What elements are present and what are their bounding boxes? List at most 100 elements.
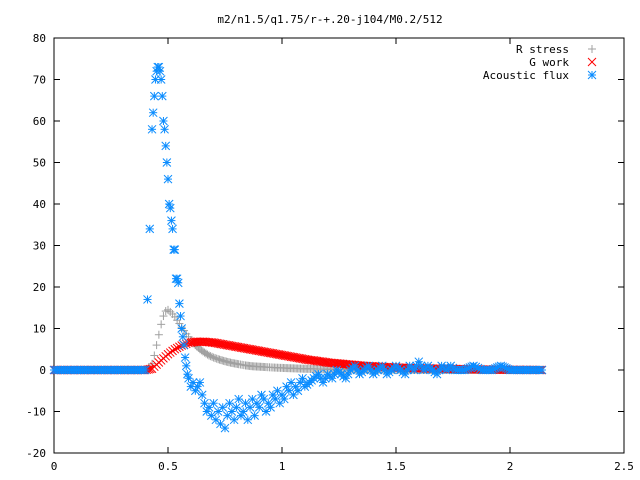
data-point — [168, 224, 177, 234]
y-tick-label: 50 — [33, 157, 46, 170]
data-point — [194, 337, 203, 347]
data-point — [147, 124, 157, 134]
data-point — [161, 307, 170, 316]
x-tick: 2 — [507, 38, 514, 473]
data-point — [181, 361, 191, 371]
data-point — [179, 340, 189, 350]
data-point — [152, 341, 161, 350]
data-point — [154, 330, 163, 339]
data-point — [225, 398, 234, 408]
data-point — [222, 411, 232, 421]
data-point — [143, 295, 152, 304]
data-point — [314, 369, 323, 379]
data-point — [157, 320, 166, 329]
y-tick: 80 — [33, 32, 624, 45]
data-point — [167, 216, 176, 225]
legend-label: G work — [529, 56, 569, 69]
y-axis: -20 -10 0 10 20 30 40 50 60 70 80 — [26, 32, 624, 460]
y-tick-label: 70 — [33, 74, 46, 87]
data-point — [279, 394, 289, 404]
plot-frame — [53, 37, 625, 454]
x-tick: 2.5 — [614, 38, 634, 473]
y-tick: 70 — [33, 74, 624, 87]
data-point — [257, 390, 266, 400]
data-point — [277, 390, 287, 400]
data-point — [204, 402, 214, 412]
data-point — [157, 91, 167, 101]
y-tick: 40 — [33, 198, 624, 211]
x-tick-label: 2.5 — [614, 460, 634, 473]
data-point — [165, 203, 175, 213]
data-point — [140, 365, 150, 375]
data-point — [343, 369, 353, 379]
data-point — [177, 324, 187, 333]
y-tick-label: 10 — [33, 323, 46, 336]
data-point — [364, 361, 373, 371]
x-tick-label: 0 — [51, 460, 58, 473]
y-tick-label: -20 — [26, 447, 46, 460]
data-point — [150, 351, 159, 360]
y-tick: 10 — [33, 323, 624, 336]
data-point — [145, 364, 155, 374]
data-point — [248, 394, 257, 404]
y-tick-label: 80 — [33, 32, 46, 45]
data-point — [148, 108, 158, 118]
data-point — [197, 390, 207, 400]
data-point — [159, 312, 168, 321]
data-point — [145, 224, 155, 234]
legend-entry: G work — [529, 56, 597, 69]
y-tick-label: 60 — [33, 115, 46, 128]
data-point — [409, 365, 419, 375]
data-point — [156, 75, 166, 84]
data-point — [180, 353, 190, 362]
data-point — [218, 402, 228, 412]
data-point — [191, 337, 200, 347]
data-point — [236, 411, 246, 421]
x-tick-label: 2 — [507, 460, 514, 473]
y-tick-label: -10 — [26, 406, 46, 419]
data-point — [341, 373, 351, 383]
data-point — [284, 386, 294, 396]
data-point — [298, 373, 307, 383]
series-layer — [49, 62, 547, 433]
series-acoustic-flux — [49, 62, 547, 433]
data-point — [166, 307, 175, 316]
y-tick-label: 0 — [39, 364, 46, 377]
data-point — [192, 337, 202, 347]
data-point — [195, 378, 205, 387]
data-point — [178, 332, 188, 342]
legend-label: Acoustic flux — [483, 69, 569, 82]
data-point — [193, 382, 202, 391]
legend-label: R stress — [516, 43, 569, 56]
data-point — [209, 398, 218, 408]
data-point — [175, 299, 184, 308]
data-point — [155, 66, 165, 76]
data-point — [268, 390, 278, 400]
x-tick-label: 1.5 — [386, 460, 406, 473]
data-point — [161, 141, 171, 151]
data-point — [170, 245, 180, 255]
data-point — [170, 344, 180, 354]
data-point — [162, 158, 172, 167]
x-tick: 0.5 — [158, 38, 178, 473]
x-axis: 0 0.5 1 1.5 2 2.5 — [51, 38, 634, 473]
y-tick-label: 40 — [33, 198, 46, 211]
data-point — [261, 407, 271, 416]
y-tick: 50 — [33, 157, 624, 170]
y-tick: 60 — [33, 115, 624, 128]
x-tick: 1.5 — [386, 38, 406, 473]
data-point — [159, 116, 168, 126]
data-point — [229, 415, 239, 425]
y-tick: 20 — [33, 281, 624, 294]
y-tick: -10 — [26, 406, 624, 419]
x-tick-label: 0.5 — [158, 460, 178, 473]
data-point — [175, 342, 184, 352]
data-point — [163, 174, 173, 184]
data-point — [164, 305, 172, 314]
data-point — [238, 407, 248, 416]
data-point — [220, 423, 230, 433]
data-point — [250, 411, 259, 421]
data-point — [266, 402, 275, 412]
